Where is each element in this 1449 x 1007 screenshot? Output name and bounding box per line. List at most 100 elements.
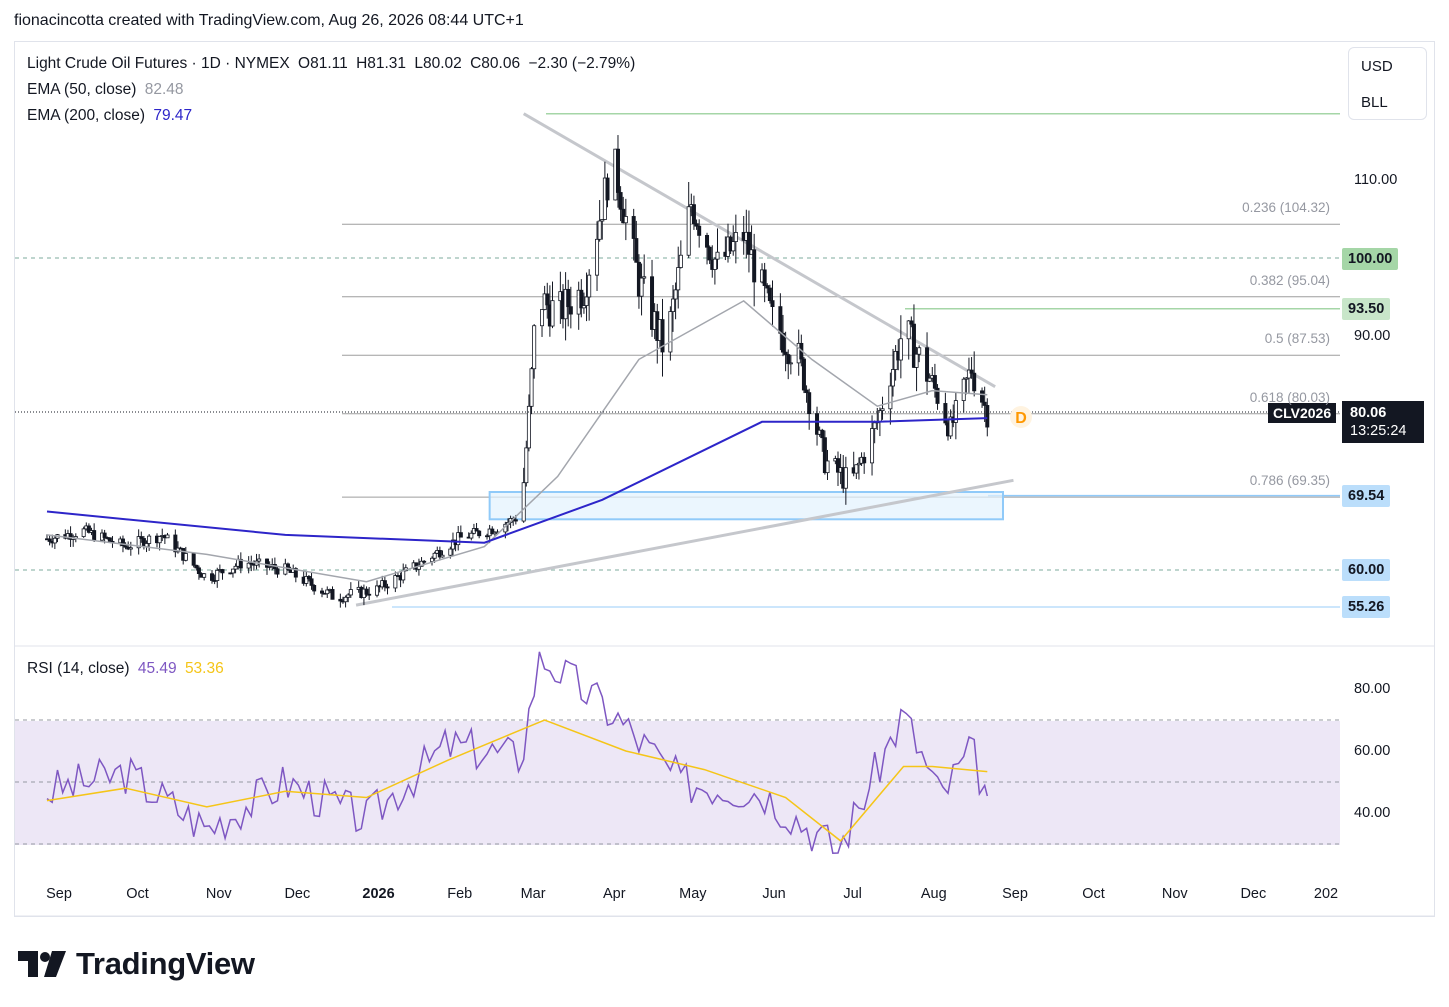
time-axis-label: 2026 bbox=[362, 886, 395, 902]
candle-body bbox=[196, 567, 201, 574]
candle-body bbox=[985, 405, 990, 428]
time-axis-label: Nov bbox=[205, 886, 232, 902]
candle-body bbox=[220, 569, 225, 574]
candle-body bbox=[804, 389, 809, 394]
candle-body bbox=[890, 369, 895, 387]
time-axis-label: Oct bbox=[126, 886, 149, 902]
candle-body bbox=[731, 241, 736, 252]
candle-body bbox=[275, 568, 280, 575]
candle-body bbox=[788, 362, 793, 365]
ema200-value: 79.47 bbox=[153, 107, 193, 124]
candle-body bbox=[705, 235, 710, 248]
time-axis-label: Aug bbox=[920, 886, 947, 902]
rsi-legend[interactable]: RSI (14, close) 45.49 53.36 bbox=[27, 660, 228, 678]
ema50-legend[interactable]: EMA (50, close) 82.48 bbox=[27, 81, 188, 99]
unit-label[interactable]: BLL bbox=[1361, 94, 1388, 111]
rsi-label: RSI (14, close) bbox=[27, 660, 130, 677]
rsi-ma-value: 53.36 bbox=[184, 660, 224, 677]
price-tag-55-26[interactable]: 55.26 bbox=[1342, 596, 1391, 618]
candle-body bbox=[762, 269, 767, 286]
candle-body bbox=[458, 532, 463, 538]
candle-body bbox=[581, 305, 586, 309]
candle-body bbox=[157, 536, 162, 544]
candle-body bbox=[825, 460, 830, 474]
dividend-marker-bg[interactable] bbox=[1010, 406, 1032, 428]
candle-body bbox=[579, 289, 584, 309]
candle-body bbox=[843, 467, 848, 489]
symbol-title[interactable]: Light Crude Oil Futures · 1D · NYMEX bbox=[27, 55, 290, 72]
candle-body bbox=[107, 537, 112, 542]
candle-body bbox=[448, 548, 453, 556]
candle-body bbox=[490, 528, 495, 535]
candle-body bbox=[820, 429, 825, 439]
candle-body bbox=[485, 535, 490, 538]
candle-body bbox=[815, 413, 820, 435]
candle-body bbox=[888, 385, 893, 410]
time-axis-label: Dec bbox=[1240, 886, 1267, 902]
close-value: C80.06 bbox=[470, 55, 521, 72]
candle-body bbox=[136, 536, 141, 549]
candle-body bbox=[47, 538, 52, 542]
ema200-legend[interactable]: EMA (200, close) 79.47 bbox=[27, 107, 196, 125]
candle-body bbox=[856, 462, 861, 466]
candle-body bbox=[770, 300, 775, 308]
candle-body bbox=[623, 216, 628, 224]
candle-body bbox=[432, 552, 437, 559]
dividend-marker[interactable]: D bbox=[1015, 410, 1027, 427]
fib-level-label: 0.5 (87.53) bbox=[1264, 331, 1330, 347]
price-tag-100[interactable]: 100.00 bbox=[1342, 248, 1399, 270]
rsi-axis-label: 80.00 bbox=[1354, 681, 1391, 697]
time-axis-label: Jun bbox=[762, 886, 786, 902]
candle-body bbox=[752, 249, 757, 283]
symbol-tag[interactable]: CLV2026 bbox=[1268, 403, 1337, 423]
candle-body bbox=[893, 350, 898, 370]
time-axis-label: May bbox=[679, 886, 707, 902]
candle-body bbox=[678, 254, 683, 268]
candle-body bbox=[364, 588, 369, 595]
candle-body bbox=[469, 532, 474, 539]
currency-label[interactable]: USD bbox=[1361, 58, 1393, 75]
candle-body bbox=[691, 204, 696, 225]
candle-body bbox=[642, 276, 647, 279]
candle-body bbox=[587, 274, 592, 298]
candle-body bbox=[265, 558, 270, 568]
price-tag-69-54[interactable]: 69.54 bbox=[1342, 485, 1391, 507]
time-axis-label: 202 bbox=[1313, 886, 1339, 902]
price-tag-60[interactable]: 60.00 bbox=[1342, 559, 1391, 581]
candle-body bbox=[238, 558, 243, 569]
tradingview-logo[interactable]: TradingView bbox=[18, 944, 255, 984]
candle-body bbox=[375, 585, 380, 596]
candle-body bbox=[917, 347, 922, 355]
candle-body bbox=[540, 309, 545, 327]
candle-body bbox=[927, 377, 932, 382]
rsi-axis-label: 60.00 bbox=[1354, 743, 1391, 759]
candle-body bbox=[597, 220, 602, 240]
last-price-tag[interactable]: 80.06 13:25:24 bbox=[1342, 401, 1424, 443]
candle-body bbox=[615, 148, 620, 193]
candle-body bbox=[909, 320, 914, 325]
candle-body bbox=[980, 390, 985, 403]
trend-line bbox=[522, 112, 996, 388]
rsi-value: 45.49 bbox=[137, 660, 177, 677]
price-tag-93-50[interactable]: 93.50 bbox=[1342, 298, 1391, 320]
candle-body bbox=[872, 422, 877, 429]
candle-body bbox=[595, 238, 600, 276]
candle-body bbox=[634, 238, 639, 263]
candle-body bbox=[92, 530, 97, 541]
candle-body bbox=[233, 565, 238, 570]
candle-body bbox=[932, 375, 937, 389]
open-value: O81.11 bbox=[298, 55, 348, 72]
candle-body bbox=[686, 206, 691, 256]
candle-body bbox=[911, 323, 916, 368]
ema200-label: EMA (200, close) bbox=[27, 107, 146, 124]
ema200-line bbox=[46, 417, 988, 544]
candle-body bbox=[925, 347, 930, 382]
candle-body bbox=[715, 251, 720, 260]
support-zone bbox=[488, 491, 1004, 521]
candle-body bbox=[385, 586, 390, 589]
candle-body bbox=[746, 231, 751, 255]
currency-unit-box[interactable]: USD BLL bbox=[1348, 47, 1427, 120]
candle-body bbox=[348, 589, 353, 596]
time-axis-label: Sep bbox=[46, 886, 72, 902]
